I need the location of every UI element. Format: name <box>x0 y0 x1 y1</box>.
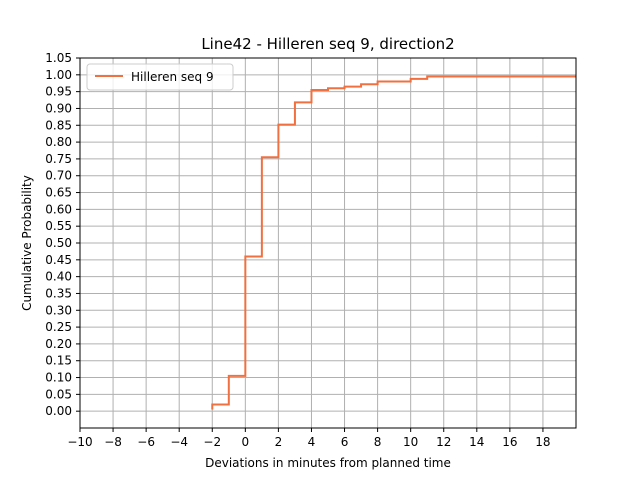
x-tick-label: 16 <box>502 435 517 449</box>
series-layer <box>211 75 576 410</box>
y-tick-label: 0.40 <box>45 270 72 284</box>
y-tick-label: 0.30 <box>45 303 72 317</box>
y-axis-title: Cumulative Probability <box>20 175 34 311</box>
x-tick-label: 8 <box>374 435 382 449</box>
legend-label: Hilleren seq 9 <box>131 70 214 84</box>
y-tick-label: 0.00 <box>45 404 72 418</box>
x-tick-label: 10 <box>403 435 418 449</box>
y-tick-label: 0.65 <box>45 186 72 200</box>
x-tick-label: 6 <box>341 435 349 449</box>
y-axis: 0.00 0.05 0.10 0.15 0.20 0.25 0.30 0.35 0.40 0.45… <box>45 51 80 418</box>
x-tick-label: 0 <box>242 435 250 449</box>
y-tick-label: 0.20 <box>45 337 72 351</box>
x-tick-label: 18 <box>535 435 550 449</box>
y-tick-label: 0.45 <box>45 253 72 267</box>
y-tick-label: 0.95 <box>45 85 72 99</box>
y-tick-label: 0.50 <box>45 236 72 250</box>
x-axis-title: Deviations in minutes from planned time <box>205 456 451 470</box>
grid <box>79 57 576 428</box>
x-tick-label: −8 <box>104 435 122 449</box>
x-tick-label: −2 <box>203 435 221 449</box>
x-tick-label: 2 <box>275 435 283 449</box>
y-tick-label: 0.75 <box>45 152 72 166</box>
y-tick-label: 0.80 <box>45 135 72 149</box>
x-tick-label: 12 <box>436 435 451 449</box>
y-tick-label: 0.10 <box>45 371 72 385</box>
y-tick-label: 1.05 <box>45 51 72 65</box>
legend: Hilleren seq 9 <box>86 63 234 91</box>
y-tick-label: 0.35 <box>45 286 72 300</box>
y-tick-label: 0.85 <box>45 118 72 132</box>
y-tick-label: 0.15 <box>45 354 72 368</box>
y-tick-label: 1.00 <box>45 68 72 82</box>
y-tick-label: 0.55 <box>45 219 72 233</box>
y-tick-label: 0.05 <box>45 387 72 401</box>
y-tick-label: 0.70 <box>45 169 72 183</box>
legend-box <box>86 63 234 91</box>
y-tick-label: 0.60 <box>45 202 72 216</box>
y-tick-label: 0.25 <box>45 320 72 334</box>
x-tick-label: 4 <box>308 435 316 449</box>
x-axis: −10 −8 −6 −4 −2 0 2 4 6 8 10 12 14 16 18 <box>67 428 551 449</box>
x-tick-label: −6 <box>137 435 155 449</box>
x-tick-label: 14 <box>469 435 484 449</box>
x-tick-label: −10 <box>67 435 92 449</box>
x-tick-label: −4 <box>170 435 188 449</box>
y-tick-label: 0.90 <box>45 101 72 115</box>
chart-title: Line42 - Hilleren seq 9, direction2 <box>201 35 454 53</box>
series-line <box>211 75 576 410</box>
